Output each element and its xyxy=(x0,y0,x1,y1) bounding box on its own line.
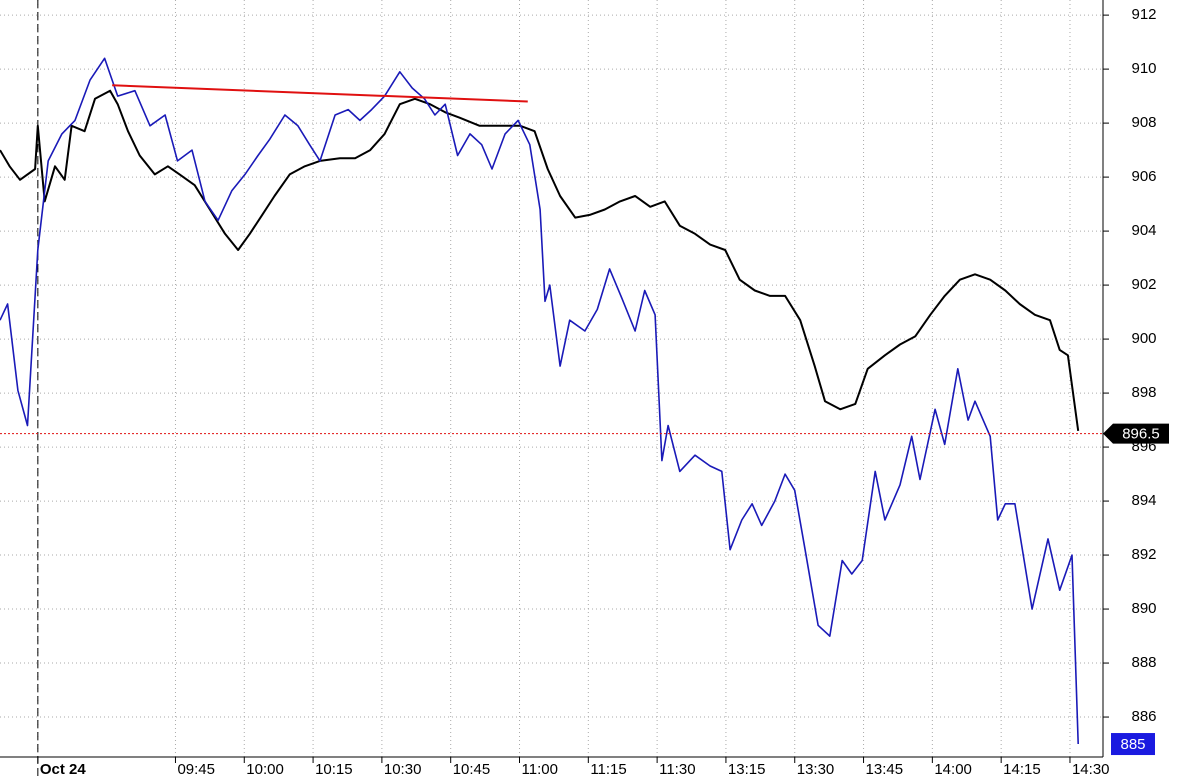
y-tick-label: 906 xyxy=(1131,168,1156,185)
y-tick-label: 890 xyxy=(1131,600,1156,617)
x-tick-label: 10:45 xyxy=(453,761,491,778)
price-line xyxy=(0,57,1079,745)
x-tick-label: 14:15 xyxy=(1003,761,1041,778)
x-tick-label: 11:00 xyxy=(522,761,558,778)
y-tick-label: 910 xyxy=(1131,60,1156,77)
y-tick-label: 902 xyxy=(1131,276,1156,293)
y-tick-label: 888 xyxy=(1131,654,1156,671)
y-tick-label: 912 xyxy=(1131,6,1156,23)
x-tick-label: Oct 24 xyxy=(40,761,87,778)
x-tick-label: 10:00 xyxy=(246,761,284,778)
x-tick-label: 13:30 xyxy=(797,761,835,778)
x-tick-label: 10:15 xyxy=(315,761,353,778)
x-tick-label: 14:00 xyxy=(934,761,972,778)
y-tick-label: 886 xyxy=(1131,708,1156,725)
price-marker-label: 885 xyxy=(1120,736,1145,753)
x-tick-label: 13:45 xyxy=(866,761,904,778)
x-tick-label: 14:30 xyxy=(1072,761,1110,778)
y-tick-label: 904 xyxy=(1131,222,1156,239)
x-tick-label: 13:15 xyxy=(728,761,766,778)
y-tick-label: 894 xyxy=(1131,492,1156,509)
x-tick-label: 11:15 xyxy=(590,761,626,778)
y-tick-label: 898 xyxy=(1131,384,1156,401)
y-tick-label: 908 xyxy=(1131,114,1156,131)
x-tick-label: 11:30 xyxy=(659,761,695,778)
trendline xyxy=(112,84,528,103)
x-tick-label: 10:30 xyxy=(384,761,422,778)
x-tick-label: 09:45 xyxy=(177,761,215,778)
y-tick-label: 900 xyxy=(1131,330,1156,347)
price-marker-label: 896.5 xyxy=(1122,426,1160,443)
price-marker xyxy=(1111,733,1155,756)
y-tick-label: 892 xyxy=(1131,546,1156,563)
price-marker xyxy=(1103,423,1169,444)
